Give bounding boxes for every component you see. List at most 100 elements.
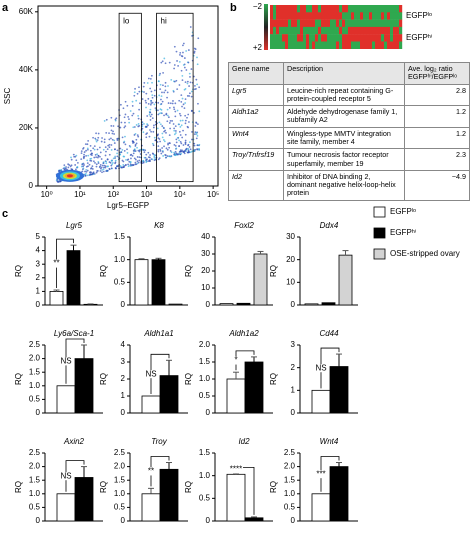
density-dot xyxy=(185,50,188,52)
heatmap-cell xyxy=(306,19,310,28)
heatmap-cell xyxy=(330,41,334,49)
x-tick-label: 10² xyxy=(107,190,119,199)
y-tick-label: 0 xyxy=(36,300,41,309)
heatmap-cell xyxy=(363,5,367,13)
y-tick-label: 0 xyxy=(291,300,296,309)
density-dot xyxy=(137,117,140,120)
density-dot xyxy=(185,69,188,71)
bar xyxy=(329,466,349,522)
density-dot xyxy=(75,159,78,162)
density-dot xyxy=(131,154,134,157)
legend-label: EGFPˡᵒ xyxy=(390,207,416,216)
annotation-bg xyxy=(229,356,243,365)
legend-swatch xyxy=(373,206,386,218)
density-dot xyxy=(144,99,147,102)
bar xyxy=(159,375,179,414)
density-dot xyxy=(178,139,180,142)
heatmap-cell xyxy=(330,34,334,42)
density-dot xyxy=(193,144,196,147)
heatmap-cell xyxy=(297,41,301,49)
heatmap-cell xyxy=(318,19,322,28)
density-dot xyxy=(121,166,123,169)
heatmap-cell xyxy=(333,12,337,20)
density-dot xyxy=(158,138,161,140)
heatmap-cell xyxy=(387,26,391,35)
y-tick-label: 0.5 xyxy=(114,277,126,286)
density-dot xyxy=(164,81,167,84)
y-tick-label: 1.5 xyxy=(199,448,211,457)
density-dot xyxy=(151,101,154,104)
density-dot xyxy=(162,84,164,87)
chart-title: Ddx4 xyxy=(320,221,339,230)
density-dot xyxy=(164,154,167,156)
density-dot xyxy=(110,116,113,119)
heatmap-cell xyxy=(306,34,310,42)
density-dot xyxy=(191,34,193,37)
bar xyxy=(56,493,76,522)
density-dot xyxy=(74,168,77,171)
heatmap-cell xyxy=(318,26,322,35)
density-dot xyxy=(160,95,163,98)
density-dot xyxy=(195,137,198,140)
density-dot xyxy=(150,102,153,104)
heatmap-cell xyxy=(375,34,379,42)
density-dot xyxy=(124,143,127,146)
density-dot xyxy=(136,160,139,163)
bar xyxy=(83,303,98,306)
heatmap-cell xyxy=(396,34,400,42)
density-dot xyxy=(154,107,157,110)
density-dot xyxy=(105,131,108,134)
density-dot xyxy=(176,109,179,112)
density-dot xyxy=(178,60,181,63)
density-dot xyxy=(176,60,178,62)
density-dot xyxy=(149,115,152,118)
bar xyxy=(244,361,264,414)
density-dot xyxy=(169,102,172,105)
heatmap-cell xyxy=(345,5,349,13)
heatmap-cell xyxy=(369,41,373,49)
heatmap-cell xyxy=(315,34,319,42)
density-dot xyxy=(161,132,164,135)
density-dot xyxy=(83,155,86,158)
heatmap-row-label: EGFPʰⁱ xyxy=(406,33,432,42)
heatmap-cell xyxy=(333,19,337,28)
density-dot xyxy=(106,148,109,151)
density-dot xyxy=(198,143,201,146)
density-dot xyxy=(147,97,150,100)
heatmap-cell xyxy=(345,41,349,49)
heatmap-cell xyxy=(312,41,316,49)
density-dot xyxy=(138,159,141,162)
density-dot xyxy=(150,113,153,116)
x-tick-label: 10⁴ xyxy=(174,190,187,199)
density-dot xyxy=(178,150,181,153)
density-dot xyxy=(124,113,127,116)
heatmap-cell xyxy=(354,12,358,20)
density-dot xyxy=(141,127,144,130)
density-dot xyxy=(93,156,96,159)
density-dot xyxy=(124,100,127,103)
density-dot xyxy=(151,142,154,145)
density-dot xyxy=(110,129,113,132)
density-dot xyxy=(101,171,103,174)
heatmap-cell xyxy=(327,26,331,35)
density-dot xyxy=(145,133,148,136)
density-dot xyxy=(166,108,169,111)
density-dot xyxy=(157,113,160,116)
density-dot xyxy=(173,129,176,132)
density-dot xyxy=(150,130,153,133)
heatmap-cell xyxy=(345,12,349,20)
heatmap-cell xyxy=(360,12,364,20)
density-dot xyxy=(193,133,196,136)
density-dot xyxy=(169,142,171,145)
density-dot xyxy=(174,110,177,113)
heatmap-cell xyxy=(288,19,292,28)
y-axis-label: SSC xyxy=(3,88,12,105)
heatmap-cell xyxy=(384,41,388,49)
density-dot xyxy=(196,123,199,126)
heatmap-cell xyxy=(357,19,361,28)
density-dot xyxy=(164,85,167,88)
density-dot xyxy=(198,110,201,113)
density-dot xyxy=(184,142,187,144)
density-dot xyxy=(115,117,118,120)
